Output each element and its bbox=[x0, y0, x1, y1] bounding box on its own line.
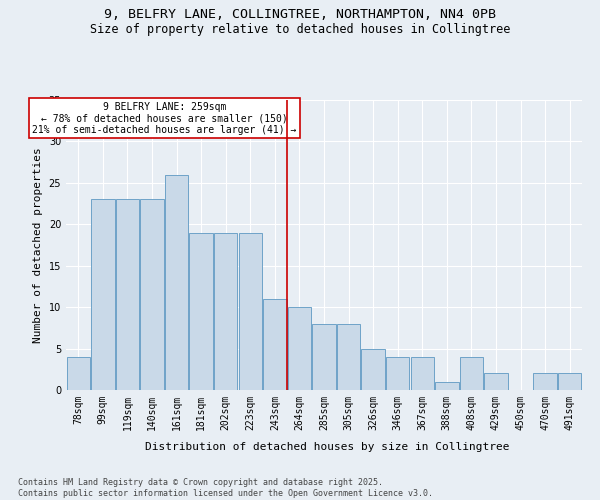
Text: Distribution of detached houses by size in Collingtree: Distribution of detached houses by size … bbox=[145, 442, 509, 452]
Bar bbox=[313, 324, 335, 390]
Bar bbox=[190, 232, 213, 390]
Bar bbox=[165, 174, 188, 390]
Text: 9 BELFRY LANE: 259sqm
← 78% of detached houses are smaller (150)
21% of semi-det: 9 BELFRY LANE: 259sqm ← 78% of detached … bbox=[32, 102, 296, 135]
Bar bbox=[460, 357, 483, 390]
Bar bbox=[239, 232, 262, 390]
Bar bbox=[263, 299, 287, 390]
Bar bbox=[558, 374, 581, 390]
Text: Contains HM Land Registry data © Crown copyright and database right 2025.
Contai: Contains HM Land Registry data © Crown c… bbox=[18, 478, 433, 498]
Bar bbox=[533, 374, 557, 390]
Bar bbox=[484, 374, 508, 390]
Bar bbox=[361, 348, 385, 390]
Bar bbox=[67, 357, 90, 390]
Bar bbox=[214, 232, 238, 390]
Bar bbox=[435, 382, 458, 390]
Bar bbox=[337, 324, 360, 390]
Bar bbox=[288, 307, 311, 390]
Bar bbox=[116, 200, 139, 390]
Text: Size of property relative to detached houses in Collingtree: Size of property relative to detached ho… bbox=[90, 22, 510, 36]
Bar bbox=[91, 200, 115, 390]
Bar bbox=[410, 357, 434, 390]
Y-axis label: Number of detached properties: Number of detached properties bbox=[33, 147, 43, 343]
Bar bbox=[386, 357, 409, 390]
Text: 9, BELFRY LANE, COLLINGTREE, NORTHAMPTON, NN4 0PB: 9, BELFRY LANE, COLLINGTREE, NORTHAMPTON… bbox=[104, 8, 496, 20]
Bar bbox=[140, 200, 164, 390]
